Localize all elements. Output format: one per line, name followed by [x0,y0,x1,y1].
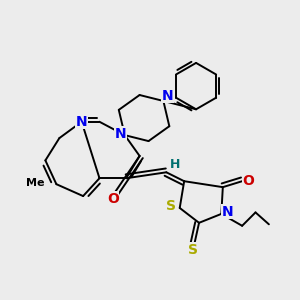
Text: S: S [188,243,197,257]
Text: N: N [76,115,88,129]
Text: N: N [162,88,174,103]
Text: N: N [222,205,234,218]
Text: N: N [115,127,126,141]
Text: O: O [107,192,119,206]
Text: N: N [115,127,126,141]
Text: S: S [167,200,176,214]
Text: H: H [170,158,181,171]
Text: Me: Me [26,178,45,188]
Text: O: O [243,174,255,188]
